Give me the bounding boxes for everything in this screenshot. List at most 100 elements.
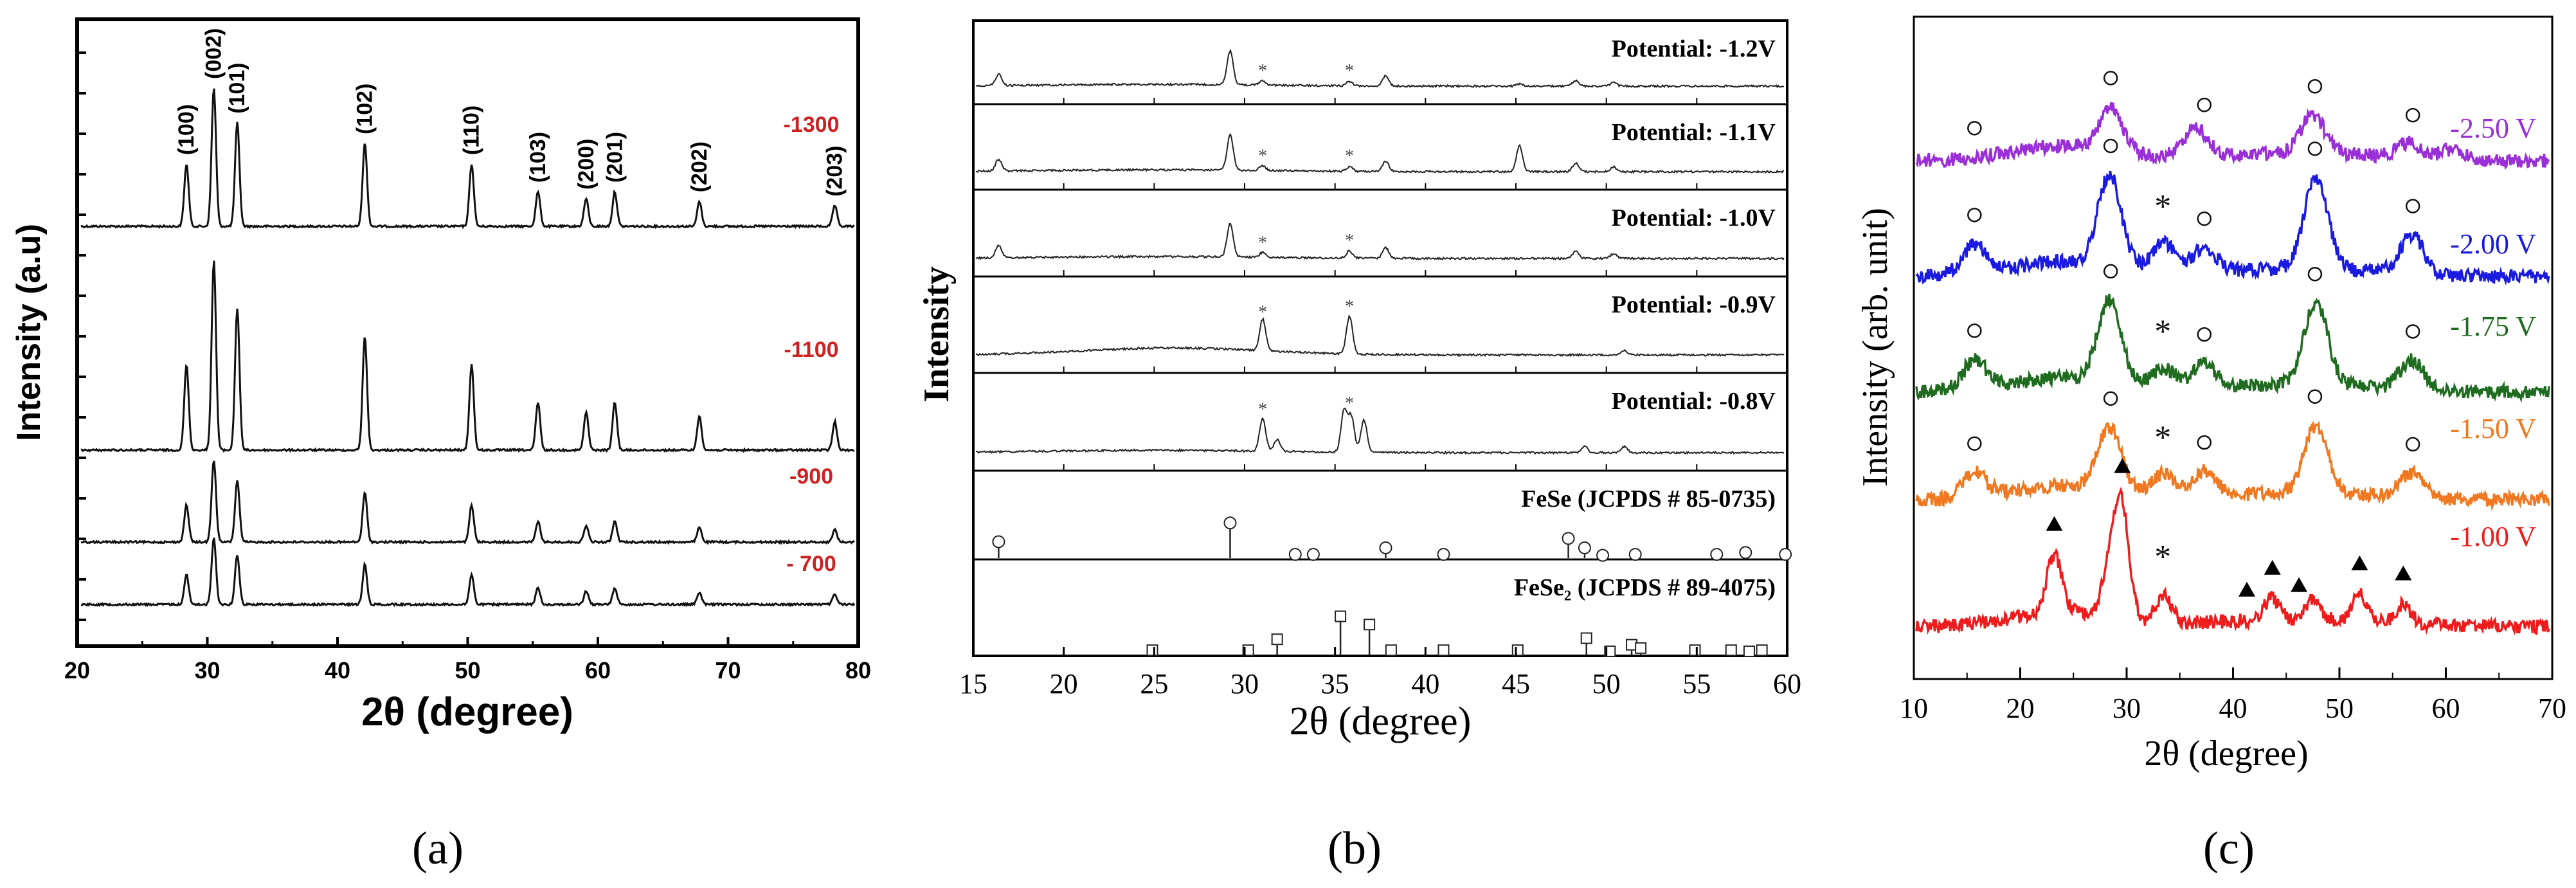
panel-b-curve xyxy=(975,314,1785,358)
panel-c-x-axis-label: 2θ (degree) xyxy=(2144,734,2308,774)
panel-c-curves xyxy=(1915,102,2550,636)
panel-a-hkl-label: (110) xyxy=(460,105,484,156)
panel-c-asterisk-marker: * xyxy=(2154,314,2171,350)
panel-a-hkl-labels: (100) (002)(101) (102) (110) (103) (200) (201)… xyxy=(174,28,847,197)
panel-b-row-label: Potential: -0.8V xyxy=(1612,388,1776,415)
panel-b-reference-marker xyxy=(1288,548,1302,561)
panel-c-x-ticks: 10 20 30 40 50 60 70 xyxy=(1900,667,2566,724)
panel-a-series-label: -900 xyxy=(789,464,833,489)
panel-a-series-labels: -1300 -1100 -900 - 700 xyxy=(784,113,840,576)
panel-a-hkl-label: (102) xyxy=(353,84,377,134)
panel-c-circle-marker xyxy=(2197,211,2212,226)
panel-b-asterisk-marker: * xyxy=(1345,231,1354,251)
panel-c-circle-marker xyxy=(2197,97,2212,113)
panel-c-circle-marker xyxy=(2405,324,2420,339)
panel-a-x-tick-label: 60 xyxy=(585,657,611,684)
panel-b-asterisk-marker: * xyxy=(1345,147,1354,167)
panel-a-series-label: - 700 xyxy=(786,552,836,576)
panel-b-reference-marker xyxy=(1511,644,1524,657)
panel-a-y-axis-label: Intensity (a.u) xyxy=(10,224,48,441)
panel-b-reference-marker xyxy=(1710,548,1724,561)
panel-b-reference-marker xyxy=(1146,644,1158,657)
panel-a-x-tick-label: 40 xyxy=(325,657,350,684)
panel-b-reference-marker xyxy=(992,535,1005,548)
panel-c-circle-marker xyxy=(2307,389,2323,404)
panel-c-circle-marker xyxy=(2307,141,2323,156)
panel-a-hkl-label: (202) xyxy=(687,141,712,192)
panel-b-letter: (b) xyxy=(1328,822,1382,874)
panel-b-reference-marker xyxy=(1689,644,1701,657)
panel-c-triangle-marker xyxy=(2046,516,2063,531)
panel-b-reference-marker xyxy=(1223,516,1237,530)
panel-a-hkl-label: (100) xyxy=(174,104,199,155)
panel-b-asterisk-marker: * xyxy=(1345,297,1354,317)
panel-c-triangle-marker xyxy=(2114,458,2131,473)
panel-a-x-axis-label: 2θ (degree) xyxy=(361,690,573,734)
panel-a-series-label: -1300 xyxy=(784,113,840,137)
panel-c-triangle-marker xyxy=(2395,565,2412,581)
panel-b-reference-marker xyxy=(1635,642,1647,654)
panel-b-reference-marker xyxy=(1437,548,1450,561)
panel-c-triangle-marker xyxy=(2351,555,2368,570)
panel-b-row-label: Potential: -0.9V xyxy=(1612,291,1776,318)
panel-c-peak-markers: * * * * xyxy=(1967,71,2420,597)
panel-a-curve xyxy=(80,88,855,230)
panel-b-x-tick-label: 35 xyxy=(1321,668,1349,700)
panel-a-hkl-label: (200) xyxy=(574,139,599,190)
panel-a-x-tick-label: 20 xyxy=(64,657,90,684)
panel-a-hkl-label: (002) xyxy=(202,28,226,79)
panel-c-series-label: -2.00 V xyxy=(2450,228,2536,260)
panel-c-circle-marker xyxy=(1967,323,1982,338)
panel-b-rows: Potential: -1.2V * * Potential: -1.1V * * Pote… xyxy=(973,35,1792,657)
panel-a-curve xyxy=(80,538,856,608)
panel-b-reference-marker xyxy=(1242,644,1254,657)
panel-b-x-tick-label: 30 xyxy=(1230,668,1259,700)
panel-b-y-axis-label: Intensity xyxy=(917,266,957,403)
panel-c-curve xyxy=(1915,293,2550,403)
panel-b-x-tick-label: 15 xyxy=(959,668,987,700)
panel-c-series-label: -1.50 V xyxy=(2450,413,2536,444)
panel-a-x-tick-label: 70 xyxy=(715,657,741,684)
panel-c-letter: (c) xyxy=(2203,822,2255,874)
panel-c-circle-marker xyxy=(1967,121,1982,136)
panel-c-x-tick-label: 10 xyxy=(1900,693,1928,724)
panel-a-x-ticks: 20 30 40 50 60 70 80 xyxy=(64,637,871,684)
panel-b-asterisk-marker: * xyxy=(1258,399,1267,419)
panel-b-x-tick-label: 50 xyxy=(1592,668,1621,700)
panel-c: 10 20 30 40 50 60 70 * * * * -2.50 V -2.00 V -1.75 … xyxy=(1855,15,2566,874)
panel-a-curve xyxy=(81,460,855,545)
panel-c-x-tick-label: 60 xyxy=(2432,693,2460,724)
panel-c-x-tick-label: 50 xyxy=(2325,693,2354,724)
panel-c-x-tick-label: 20 xyxy=(2006,693,2035,724)
panel-b-reference-marker xyxy=(1756,644,1768,657)
panel-c-circle-marker xyxy=(2103,391,2118,406)
panel-b-reference-marker xyxy=(1562,532,1575,545)
panel-c-circle-marker xyxy=(2103,264,2118,279)
panel-c-x-tick-label: 70 xyxy=(2538,693,2566,724)
panel-b-x-ticks: 15 20 25 30 35 40 45 50 55 60 xyxy=(959,647,1801,700)
panel-b-x-axis-label: 2θ (degree) xyxy=(1290,700,1472,743)
panel-b-row-label: Potential: -1.0V xyxy=(1612,204,1776,231)
panel-b-reference-label: FeSe (JCPDS # 85-0735) xyxy=(1521,485,1776,512)
panel-b-reference-marker xyxy=(1596,548,1610,562)
panel-c-triangle-marker xyxy=(2264,559,2281,575)
panel-a-x-tick-label: 30 xyxy=(194,657,220,684)
panel-b-x-tick-label: 40 xyxy=(1411,668,1439,700)
panel-c-series-label: -1.75 V xyxy=(2450,311,2536,342)
panel-c-circle-marker xyxy=(2103,138,2118,154)
panel-b-asterisk-marker: * xyxy=(1258,303,1267,323)
panel-b-curve xyxy=(975,222,1785,261)
panel-a-hkl-label: (101) xyxy=(225,62,249,113)
panel-b-reference-marker xyxy=(1779,548,1792,561)
panel-c-curve xyxy=(1915,102,2550,170)
panel-b-reference-marker xyxy=(1725,644,1737,657)
panel-b-reference-marker xyxy=(1379,541,1392,554)
panel-a-hkl-label: (203) xyxy=(823,145,847,196)
panel-b: Potential: -1.2V * * Potential: -1.1V * * Pote… xyxy=(917,19,1801,874)
panel-b-x-tick-label: 60 xyxy=(1773,668,1801,700)
panel-b-reference-marker xyxy=(1335,610,1347,622)
panel-b-reference-marker xyxy=(1437,644,1450,657)
panel-a-y-ticks xyxy=(77,51,86,621)
panel-a-x-tick-label: 50 xyxy=(455,657,480,684)
